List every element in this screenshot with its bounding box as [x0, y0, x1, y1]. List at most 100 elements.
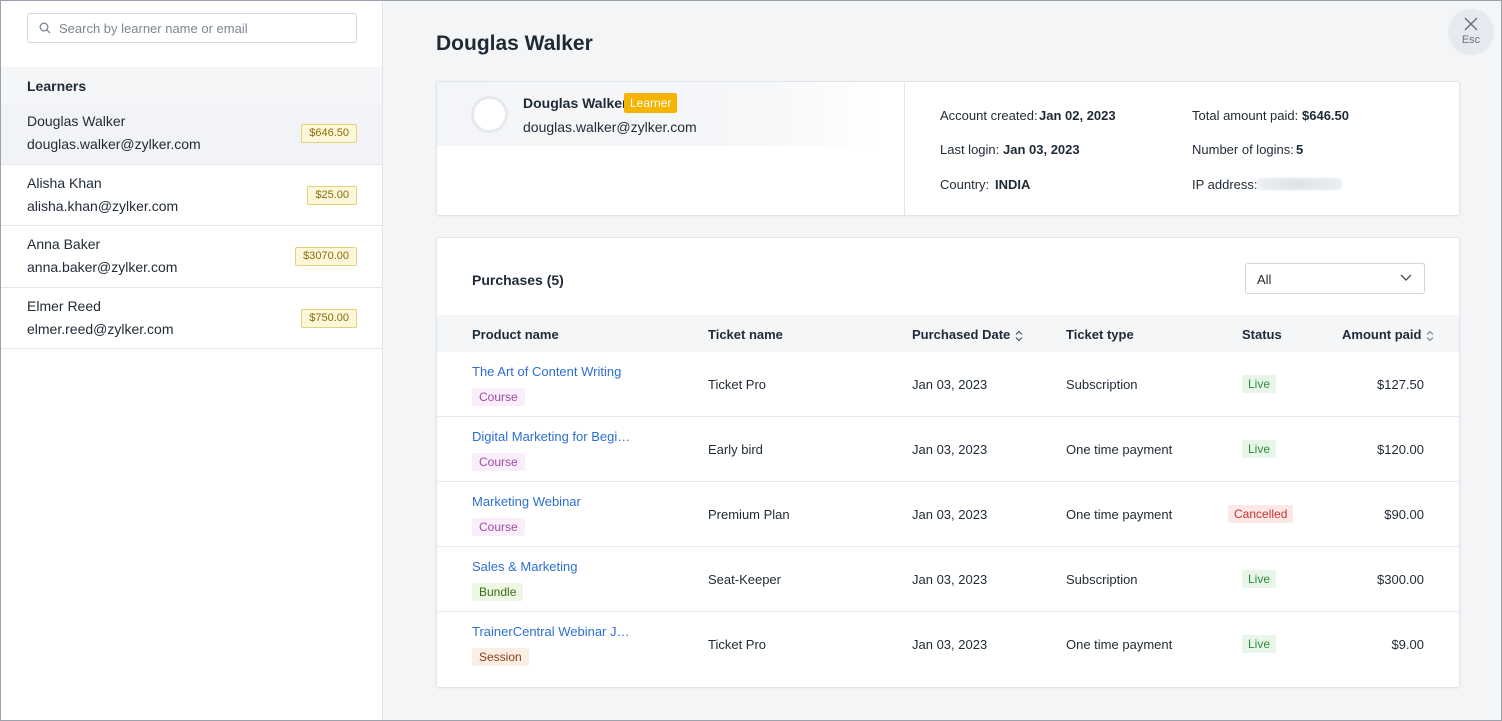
product-link[interactable]: Digital Marketing for Begi…	[472, 429, 631, 444]
close-button[interactable]: Esc	[1448, 9, 1494, 55]
amount-paid: $300.00	[1377, 572, 1424, 587]
product-type-tag: Course	[472, 518, 525, 536]
learner-name: Douglas Walker	[27, 113, 126, 129]
product-link[interactable]: TrainerCentral Webinar J…	[472, 624, 630, 639]
column-date-label: Purchased Date	[912, 327, 1011, 342]
purchases-filter-select[interactable]: All	[1245, 263, 1425, 294]
learner-email: douglas.walker@zylker.com	[27, 136, 201, 152]
status-badge: Live	[1242, 570, 1277, 588]
amount-paid: $9.00	[1391, 637, 1424, 652]
ticket-type: Subscription	[1066, 377, 1138, 392]
logins-value: 5	[1296, 142, 1304, 157]
status-badge: Live	[1242, 375, 1277, 393]
ticket-type: One time payment	[1066, 507, 1173, 522]
profile-card: Douglas Walker Learner douglas.walker@zy…	[436, 81, 1460, 216]
column-ticket: Ticket name	[708, 327, 783, 342]
learner-sidebar: Learners Douglas Walker douglas.walker@z…	[1, 1, 383, 720]
product-link[interactable]: The Art of Content Writing	[472, 364, 622, 379]
table-row: TrainerCentral Webinar J… Session Ticket…	[437, 612, 1459, 677]
ticket-type: One time payment	[1066, 442, 1173, 457]
amount-paid: $127.50	[1377, 377, 1424, 392]
learners-heading: Learners	[1, 67, 382, 103]
avatar	[471, 96, 508, 133]
last-login-value: Jan 03, 2023	[1003, 142, 1080, 157]
purchases-title: Purchases (5)	[472, 272, 564, 288]
page-title: Douglas Walker	[436, 32, 593, 55]
column-ticket-type: Ticket type	[1066, 327, 1134, 342]
ticket-name: Premium Plan	[708, 507, 790, 522]
purchases-table-header: Product name Ticket name Purchased Date …	[437, 315, 1459, 352]
purchased-date: Jan 03, 2023	[912, 637, 988, 652]
logins-label: Number of logins:	[1192, 142, 1294, 157]
account-created-label: Account created:	[940, 108, 1038, 123]
learner-item-alisha-khan[interactable]: Alisha Khan alisha.khan@zylker.com $25.0…	[1, 164, 382, 226]
learner-name: Anna Baker	[27, 236, 101, 252]
purchased-date: Jan 03, 2023	[912, 572, 988, 587]
profile-band	[437, 82, 877, 146]
amount-paid: $120.00	[1377, 442, 1424, 457]
table-row: Digital Marketing for Begi… Course Early…	[437, 417, 1459, 482]
profile-name: Douglas Walker	[523, 95, 628, 111]
learner-email: anna.baker@zylker.com	[27, 259, 178, 275]
learner-email: elmer.reed@zylker.com	[27, 320, 174, 337]
last-login-label: Last login:	[940, 142, 1000, 157]
country-value: INDIA	[995, 177, 1031, 192]
total-paid-value: $646.50	[1302, 108, 1349, 123]
ticket-type: Subscription	[1066, 572, 1138, 587]
ticket-name: Ticket Pro	[708, 377, 767, 392]
table-row: Sales & Marketing Bundle Seat-Keeper Jan…	[437, 547, 1459, 612]
profile-summary: Douglas Walker Learner douglas.walker@zy…	[437, 82, 905, 215]
purchased-date: Jan 03, 2023	[912, 442, 988, 457]
learner-item-douglas-walker[interactable]: Douglas Walker douglas.walker@zylker.com…	[1, 103, 382, 165]
column-product: Product name	[472, 327, 559, 342]
amount-badge: $646.50	[301, 124, 357, 143]
role-badge: Learner	[624, 93, 678, 113]
country-label: Country:	[940, 177, 990, 192]
ticket-name: Seat-Keeper	[708, 572, 781, 587]
column-amount-label: Amount paid	[1342, 327, 1422, 342]
column-status: Status	[1242, 327, 1282, 342]
chevron-down-icon	[1400, 274, 1412, 281]
account-created-value: Jan 02, 2023	[1039, 108, 1116, 123]
ip-value-redacted	[1257, 178, 1342, 190]
table-row: The Art of Content Writing Course Ticket…	[437, 352, 1459, 417]
learner-item-elmer-reed[interactable]: Elmer Reed elmer.reed@zylker.com $750.00	[1, 287, 382, 349]
amount-badge: $3070.00	[295, 247, 357, 266]
table-row: Marketing Webinar Course Premium Plan Ja…	[437, 482, 1459, 547]
status-badge: Cancelled	[1228, 505, 1294, 523]
ticket-type: One time payment	[1066, 637, 1173, 652]
sort-icon	[1015, 330, 1023, 341]
product-type-tag: Bundle	[472, 583, 524, 601]
learner-item-anna-baker[interactable]: Anna Baker anna.baker@zylker.com $3070.0…	[1, 226, 382, 288]
search-box[interactable]	[27, 13, 357, 43]
search-input[interactable]	[59, 20, 339, 36]
ticket-name: Ticket Pro	[708, 637, 767, 652]
user-avatar-icon	[471, 96, 508, 133]
column-purchased-date[interactable]: Purchased Date	[912, 327, 1023, 342]
search-icon	[39, 22, 51, 34]
close-shortcut-label: Esc	[1461, 34, 1481, 46]
amount-paid: $90.00	[1384, 507, 1424, 522]
product-link[interactable]: Marketing Webinar	[472, 494, 581, 509]
amount-badge: $750.00	[301, 308, 357, 328]
product-type-tag: Course	[472, 453, 525, 471]
learner-list: Douglas Walker douglas.walker@zylker.com…	[1, 103, 382, 349]
learner-name: Alisha Khan	[27, 174, 102, 191]
product-link[interactable]: Sales & Marketing	[472, 559, 578, 574]
profile-email: douglas.walker@zylker.com	[523, 119, 697, 135]
product-type-tag: Session	[472, 648, 529, 666]
learner-email: alisha.khan@zylker.com	[27, 197, 179, 214]
total-paid-label: Total amount paid:	[1192, 108, 1299, 123]
learner-name: Elmer Reed	[27, 297, 101, 314]
sort-icon	[1427, 330, 1434, 341]
column-amount-paid[interactable]: Amount paid	[1342, 327, 1434, 342]
status-badge: Live	[1242, 635, 1277, 653]
ticket-name: Early bird	[708, 442, 763, 457]
purchased-date: Jan 03, 2023	[912, 377, 988, 392]
close-icon	[1464, 17, 1478, 31]
status-badge: Live	[1242, 440, 1277, 458]
purchased-date: Jan 03, 2023	[912, 507, 988, 522]
filter-selected-value: All	[1257, 272, 1272, 287]
purchases-card: Purchases (5) All Product name Ticket na…	[436, 237, 1460, 688]
